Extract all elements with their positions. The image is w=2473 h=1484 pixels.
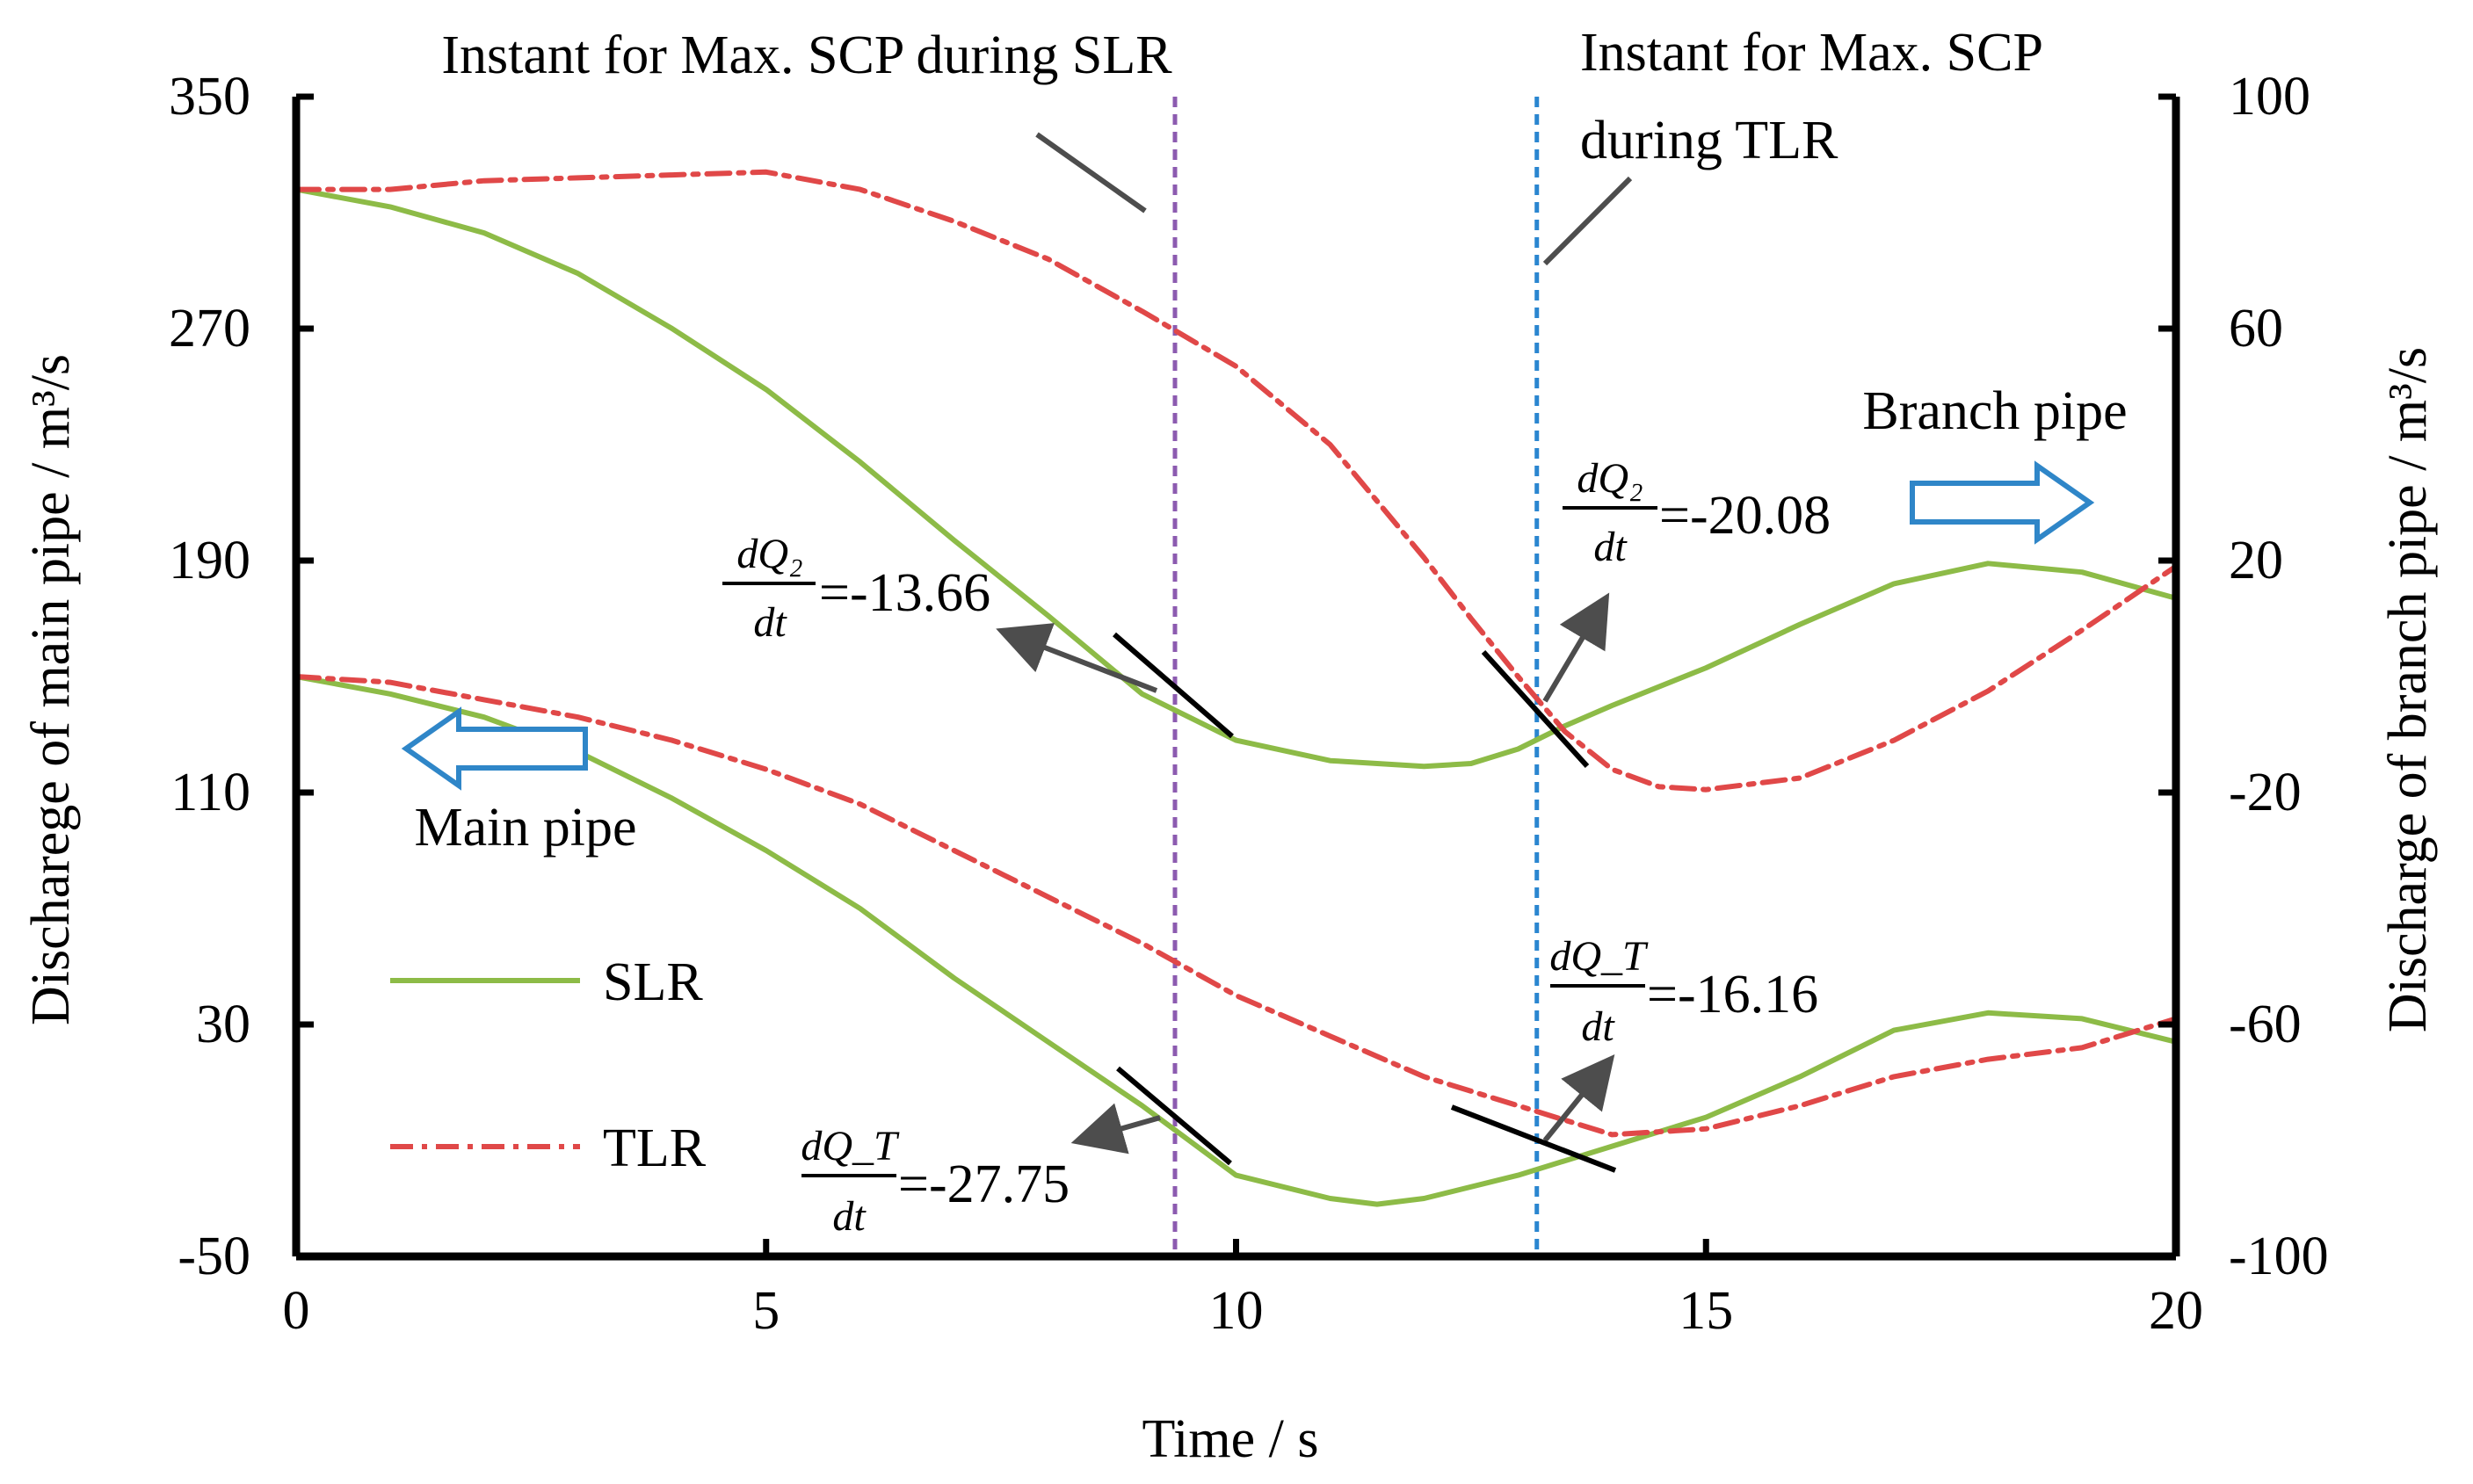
axes	[292, 93, 2180, 1261]
deriv-den: dt	[1593, 524, 1628, 570]
main-pipe-label: Main pipe	[414, 798, 636, 858]
x-tick-label: 10	[1209, 1281, 1264, 1341]
deriv-annotation-slr-branch: dQ_T dt =-27.75	[801, 1066, 1232, 1240]
series-tlr-branch-line	[294, 674, 2179, 1138]
series-slr-branch-line	[294, 674, 2179, 1207]
legend-tlr-label: TLR	[603, 1118, 707, 1178]
slr-instant-label: Instant for Max. SCP during SLR	[441, 25, 1172, 85]
tangent-line	[1481, 649, 1590, 769]
left-tick-label: 190	[169, 531, 250, 590]
right-tick-label: 100	[2229, 67, 2310, 127]
left-tick-label: 270	[169, 299, 250, 358]
deriv-num: dQ₂	[1577, 455, 1643, 502]
main-pipe-arrow-icon	[401, 706, 588, 791]
legend-slr-label: SLR	[603, 952, 703, 1012]
tlr-instant-label-line1: Instant for Max. SCP	[1580, 23, 2043, 83]
left-tick-label: -50	[178, 1227, 250, 1286]
deriv-annotation-tlr-main: dQ₂ dt =-20.08	[1481, 455, 1831, 769]
deriv-num: dQ_T	[801, 1123, 900, 1169]
tangent-line	[1116, 1066, 1232, 1166]
deriv-pointer	[1542, 1054, 1615, 1142]
slr-instant-pointer	[1035, 132, 1147, 214]
right-tick-label: 20	[2229, 531, 2283, 590]
right-tick-label: -100	[2229, 1227, 2329, 1286]
series-tlr-main-line	[294, 169, 2179, 793]
x-axis-title: Time / s	[1142, 1409, 1318, 1469]
deriv-pointer	[996, 623, 1158, 693]
deriv-num: dQ_T	[1549, 933, 1649, 980]
deriv-annotation-tlr-branch: dQ_T dt =-16.16	[1450, 933, 1818, 1173]
deriv-den: dt	[832, 1193, 867, 1240]
deriv-pointer	[1070, 1103, 1161, 1155]
deriv-value: =-13.66	[819, 563, 990, 623]
right-tick-label: 60	[2229, 299, 2283, 358]
deriv-annotation-slr-main: dQ₂ dt =-13.66	[722, 531, 1234, 739]
deriv-pointer	[1542, 592, 1610, 703]
x-tick-label: 20	[2149, 1281, 2203, 1341]
left-axis-title: Discharege of main pipe / m³/s	[21, 354, 81, 1025]
x-tick-label: 5	[752, 1281, 780, 1341]
plot-area	[294, 97, 2179, 1256]
left-tick-label: 110	[170, 763, 250, 822]
right-axis-title: Discharge of branch pipe / m³/s	[2378, 347, 2438, 1032]
x-tick-label: 0	[283, 1281, 310, 1341]
series-slr-main-line	[294, 186, 2179, 770]
deriv-value: =-27.75	[898, 1155, 1070, 1214]
tlr-instant-label-line2: during TLR	[1580, 111, 1838, 170]
branch-pipe-label: Branch pipe	[1862, 381, 2127, 441]
right-tick-label: -60	[2229, 995, 2302, 1054]
tangent-line	[1450, 1104, 1617, 1173]
deriv-den: dt	[1581, 1003, 1615, 1050]
tangent-line	[1113, 632, 1234, 739]
deriv-value: =-20.08	[1659, 486, 1831, 546]
tlr-instant-pointer	[1542, 176, 1633, 266]
left-tick-label: 30	[196, 995, 250, 1054]
tick-labels: 0 5 10 15 20 -50 30 110 190 270 350 -100 -60 -20 20 60 1…	[169, 67, 2329, 1341]
left-tick-label: 350	[169, 67, 250, 127]
x-tick-label: 15	[1679, 1281, 1733, 1341]
deriv-den: dt	[753, 599, 787, 646]
deriv-value: =-16.16	[1647, 965, 1818, 1024]
deriv-num: dQ₂	[736, 531, 802, 577]
branch-pipe-arrow-icon	[1910, 460, 2095, 545]
right-tick-label: -20	[2229, 763, 2302, 822]
